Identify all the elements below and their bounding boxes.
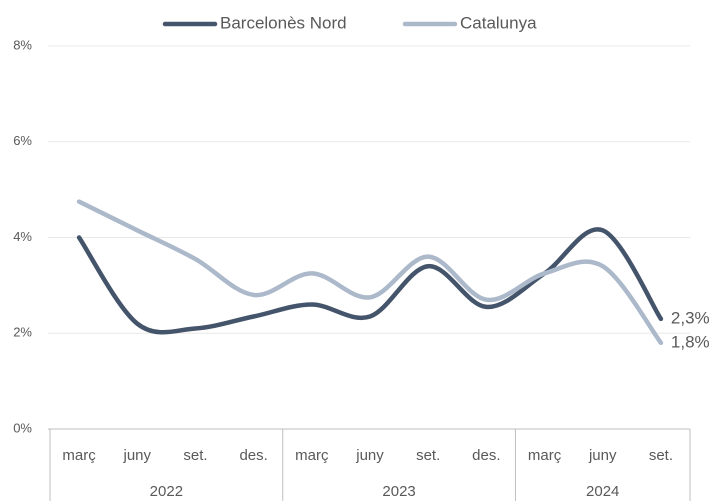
x-tick-label: març <box>528 447 562 464</box>
x-group-label: 2023 <box>382 483 415 500</box>
data-label: 2,3% <box>671 308 710 327</box>
y-tick-label: 2% <box>13 325 32 340</box>
x-tick-label: juny <box>588 447 617 464</box>
y-tick-label: 4% <box>13 229 32 244</box>
legend-label: Catalunya <box>460 13 537 32</box>
legend-label: Barcelonès Nord <box>220 13 347 32</box>
x-tick-label: juny <box>123 447 152 464</box>
x-group-label: 2022 <box>150 483 183 500</box>
x-tick-label: set. <box>416 447 440 464</box>
y-tick-label: 6% <box>13 133 32 148</box>
x-tick-label: set. <box>183 447 207 464</box>
x-tick-label: des. <box>472 447 500 464</box>
x-tick-label: set. <box>649 447 673 464</box>
x-group-label: 2024 <box>586 483 619 500</box>
x-tick-label: març <box>62 447 96 464</box>
data-label: 1,8% <box>671 332 710 351</box>
x-tick-label: març <box>295 447 329 464</box>
y-tick-label: 0% <box>13 420 32 435</box>
series-line <box>76 227 664 335</box>
series-line <box>76 199 664 346</box>
x-tick-label: des. <box>239 447 267 464</box>
x-tick-label: juny <box>355 447 384 464</box>
y-tick-label: 8% <box>13 37 32 52</box>
